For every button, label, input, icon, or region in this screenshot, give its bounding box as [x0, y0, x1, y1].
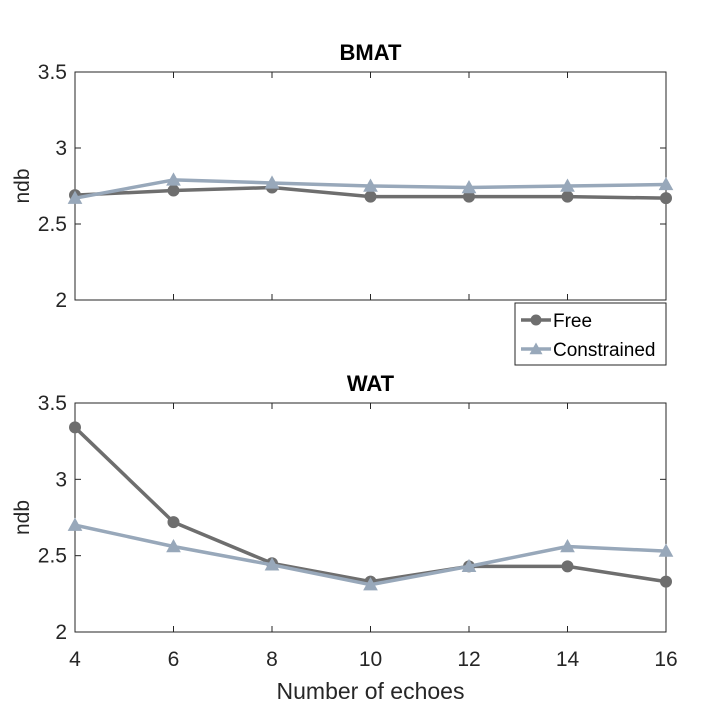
y-tick-label: 2.5	[38, 545, 67, 568]
data-point	[561, 190, 574, 203]
x-tick-label: 10	[359, 648, 382, 671]
chart-panel-wat: 4 6 8 10 12 14 16 2 2.5 3 3.5 WAT ndb Number of echoe…	[11, 371, 678, 704]
data-point	[264, 557, 280, 571]
data-point	[660, 575, 672, 588]
data-point	[167, 516, 180, 529]
y-tick-label: 3	[55, 137, 67, 160]
y-tick-label: 2.5	[38, 213, 67, 236]
legend-marker	[529, 342, 543, 355]
chart-title: BMAT	[340, 40, 402, 65]
data-point	[67, 517, 83, 531]
data-point	[461, 558, 477, 573]
data-point	[658, 176, 674, 191]
x-tick-label: 8	[266, 648, 278, 671]
legend-entry-free: Free	[521, 311, 592, 332]
x-tick-label: 12	[457, 648, 480, 671]
data-point	[461, 179, 477, 194]
chart-title: WAT	[347, 371, 395, 396]
data-point	[363, 577, 378, 591]
legend: Free Constrained	[514, 302, 667, 366]
legend-marker	[530, 314, 542, 326]
x-tick-label: 4	[69, 648, 81, 671]
legend-label: Free	[553, 311, 592, 332]
data-point	[69, 421, 81, 434]
x-tick-label: 16	[654, 648, 677, 671]
data-point	[660, 192, 672, 205]
x-axis-label: Number of echoes	[277, 678, 465, 704]
data-point	[67, 190, 83, 204]
series-constrained	[67, 517, 674, 591]
data-point	[560, 538, 575, 553]
y-axis-label: ndb	[11, 168, 34, 203]
legend-entry-constrained: Constrained	[521, 340, 655, 361]
y-tick-label: 2	[55, 621, 67, 644]
data-point	[560, 178, 575, 192]
y-tick-label: 3	[55, 468, 67, 491]
y-tick-label: 2	[55, 289, 67, 312]
data-point	[264, 175, 280, 189]
data-point	[166, 172, 181, 186]
x-tick-label: 6	[168, 648, 180, 671]
chart-panel-bmat: 2 2.5 3 3.5 BMAT ndb Free Constrained	[11, 40, 674, 366]
data-point	[166, 538, 181, 553]
y-tick-label: 3.5	[38, 392, 67, 415]
y-axis-label: ndb	[11, 500, 34, 535]
legend-label: Constrained	[553, 340, 655, 361]
x-tick-label: 14	[556, 648, 580, 671]
data-point	[167, 184, 180, 197]
data-point	[561, 560, 574, 573]
series-constrained	[67, 172, 674, 204]
data-point	[658, 543, 674, 557]
legend-box	[514, 302, 667, 366]
data-point	[363, 178, 378, 192]
data-point	[364, 190, 377, 203]
y-tick-label: 3.5	[38, 61, 67, 84]
axes-box	[74, 402, 667, 633]
